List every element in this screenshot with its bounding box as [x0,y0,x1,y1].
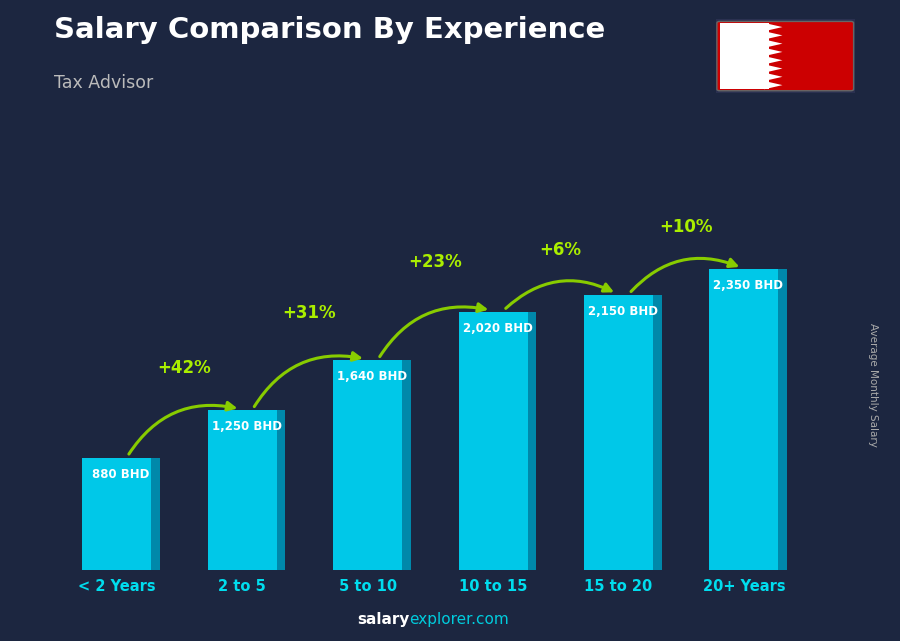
Bar [527,312,536,570]
Text: +42%: +42% [157,359,211,377]
Text: 2,020 BHD: 2,020 BHD [463,322,533,335]
FancyBboxPatch shape [717,21,853,91]
Bar [653,295,662,570]
Bar [333,360,402,570]
Bar [459,312,527,570]
Text: 880 BHD: 880 BHD [93,468,149,481]
Polygon shape [764,56,782,64]
Text: +10%: +10% [659,218,713,236]
Polygon shape [764,40,782,48]
Text: +6%: +6% [539,241,581,259]
Bar [402,360,411,570]
Polygon shape [764,64,782,72]
Text: explorer.com: explorer.com [410,612,509,627]
Bar [778,269,788,570]
Text: salary: salary [357,612,410,627]
Text: Average Monthly Salary: Average Monthly Salary [868,322,878,447]
Polygon shape [764,72,782,81]
Bar [584,295,653,570]
Text: 2,150 BHD: 2,150 BHD [588,305,658,318]
FancyBboxPatch shape [708,15,862,97]
Bar [709,269,778,570]
Text: Tax Advisor: Tax Advisor [54,74,153,92]
Text: 1,640 BHD: 1,640 BHD [337,370,407,383]
Bar [151,458,160,570]
Bar [276,410,285,570]
Polygon shape [764,48,782,56]
Text: 1,250 BHD: 1,250 BHD [212,420,282,433]
Text: 2,350 BHD: 2,350 BHD [714,279,783,292]
Polygon shape [764,31,782,40]
Bar [720,23,769,89]
Polygon shape [764,23,782,31]
Bar [82,458,151,570]
Polygon shape [764,81,782,89]
Text: +31%: +31% [283,304,336,322]
Bar [208,410,276,570]
Text: +23%: +23% [408,253,462,271]
Text: Salary Comparison By Experience: Salary Comparison By Experience [54,16,605,44]
